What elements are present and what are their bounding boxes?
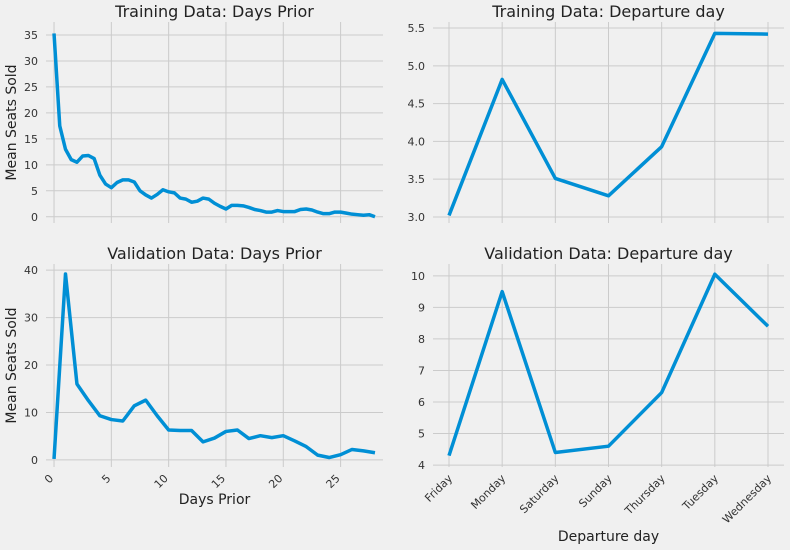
y-tick-label: 9 <box>418 301 425 314</box>
y-tick-label: 5 <box>418 428 425 441</box>
y-tick-label: 30 <box>24 312 38 325</box>
y-tick-label: 4 <box>418 459 425 472</box>
data-line <box>52 272 376 460</box>
y-tick-label: 10 <box>24 406 38 419</box>
x-axis-label: Departure day <box>558 529 659 545</box>
chart-title: Training Data: Days Prior <box>114 2 314 21</box>
y-tick-label: 20 <box>24 107 38 120</box>
y-tick-label: 40 <box>24 264 38 277</box>
data-line <box>447 31 769 217</box>
y-tick-label: 0 <box>31 454 38 467</box>
y-tick-label: 5 <box>31 185 38 198</box>
y-tick-label: 4.0 <box>408 135 426 148</box>
chart-title: Validation Data: Departure day <box>484 244 732 263</box>
y-tick-label: 3.0 <box>408 211 426 224</box>
y-tick-label: 25 <box>24 81 38 94</box>
y-tick-label: 15 <box>24 133 38 146</box>
y-axis-label: Mean Seats Sold <box>4 307 20 423</box>
y-tick-label: 8 <box>418 333 425 346</box>
y-tick-label: 5.0 <box>408 60 426 73</box>
y-tick-label: 10 <box>411 270 425 283</box>
y-tick-label: 20 <box>24 359 38 372</box>
y-tick-label: 30 <box>24 55 38 68</box>
data-line <box>447 272 770 457</box>
y-tick-label: 3.5 <box>408 173 426 186</box>
y-tick-label: 6 <box>418 396 425 409</box>
data-line <box>52 33 376 219</box>
chart-title: Training Data: Departure day <box>491 2 725 21</box>
y-tick-label: 7 <box>418 364 425 377</box>
y-tick-label: 35 <box>24 29 38 42</box>
y-tick-label: 5.5 <box>408 22 426 35</box>
y-tick-label: 0 <box>31 211 38 224</box>
y-axis-label: Mean Seats Sold <box>4 64 20 180</box>
chart-title: Validation Data: Days Prior <box>107 244 322 263</box>
x-axis-label: Days Prior <box>179 492 251 508</box>
y-tick-label: 4.5 <box>408 98 426 111</box>
y-tick-label: 10 <box>24 159 38 172</box>
